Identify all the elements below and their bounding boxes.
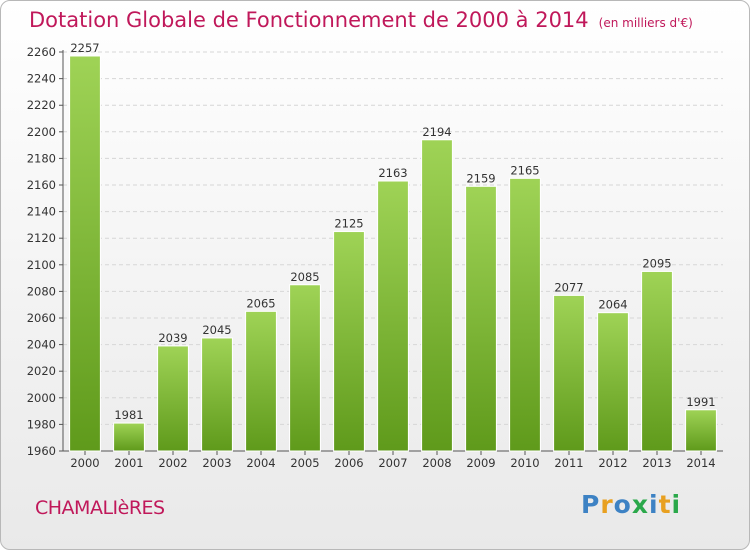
y-tick-label: 2180: [27, 151, 56, 165]
bar: [201, 337, 233, 452]
x-tick-label: 2010: [510, 456, 539, 470]
y-tick-label: 2140: [27, 205, 56, 219]
logo-letter: i: [649, 490, 659, 519]
bar: [553, 294, 585, 452]
y-tick-label: 2240: [27, 72, 56, 86]
y-tick-label: 2060: [27, 311, 56, 325]
x-tick-label: 2000: [70, 456, 99, 470]
logo-letter: P: [581, 490, 601, 519]
x-tick-label: 2008: [422, 456, 451, 470]
x-tick-label: 2011: [554, 456, 583, 470]
x-tick-label: 2007: [378, 456, 407, 470]
bar-value-label: 2257: [70, 41, 99, 55]
x-tick-label: 2012: [598, 456, 627, 470]
bar: [641, 270, 673, 452]
x-tick-label: 2004: [246, 456, 275, 470]
chart-title-block: Dotation Globale de Fonctionnement de 20…: [29, 8, 693, 32]
bar: [333, 231, 365, 452]
bar-value-label: 2163: [378, 166, 407, 180]
y-tick-label: 2200: [27, 125, 56, 139]
bar-value-label: 2165: [510, 163, 539, 177]
commune-name: CHAMALIèRES: [35, 497, 165, 519]
y-tick-label: 1960: [27, 444, 56, 458]
bar-value-label: 2064: [598, 298, 627, 312]
x-tick-label: 2003: [202, 456, 231, 470]
y-tick-label: 2000: [27, 391, 56, 405]
bar: [245, 310, 277, 452]
y-tick-label: 2040: [27, 338, 56, 352]
y-tick-label: 2020: [27, 364, 56, 378]
y-tick-label: 2100: [27, 258, 56, 272]
bar: [377, 180, 409, 452]
y-tick-label: 2120: [27, 231, 56, 245]
x-tick-label: 2005: [290, 456, 319, 470]
bar: [597, 312, 629, 452]
y-tick-label: 2160: [27, 178, 56, 192]
x-tick-label: 2013: [642, 456, 671, 470]
bar: [69, 55, 101, 452]
bar-value-label: 2095: [642, 256, 671, 270]
bar-value-label: 2159: [466, 171, 495, 185]
x-tick-label: 2006: [334, 456, 363, 470]
bar-value-label: 2194: [422, 125, 451, 139]
bar-value-label: 1981: [114, 408, 143, 422]
proxiti-logo: Proxiti: [581, 490, 681, 519]
logo-letter: x: [631, 490, 649, 519]
chart-title: Dotation Globale de Fonctionnement de 20…: [29, 8, 589, 32]
bars: 2257 1981 2039 2045 2065 2085 2125 2163 2194 2159…: [69, 41, 717, 452]
bar-value-label: 2065: [246, 296, 275, 310]
bar: [157, 345, 189, 452]
x-tick-label: 2002: [158, 456, 187, 470]
bar: [113, 422, 145, 452]
logo-letter: o: [613, 490, 632, 519]
bar-value-label: 2125: [334, 217, 363, 231]
bar: [289, 284, 321, 452]
bar: [509, 177, 541, 452]
bar-value-label: 1991: [686, 395, 715, 409]
bar-value-label: 2045: [202, 323, 231, 337]
x-tick-label: 2014: [686, 456, 715, 470]
logo-letter: i: [671, 490, 682, 519]
logo-letter: r: [600, 490, 614, 519]
bar-value-label: 2039: [158, 331, 187, 345]
chart-unit: (en milliers d'€): [598, 16, 693, 30]
y-tick-label: 1980: [27, 417, 56, 431]
bar: [421, 139, 453, 452]
y-tick-label: 2260: [27, 45, 56, 59]
bar-value-label: 2085: [290, 270, 319, 284]
x-tick-label: 2009: [466, 456, 495, 470]
bar: [685, 409, 717, 452]
y-tick-label: 2220: [27, 98, 56, 112]
bar-value-label: 2077: [554, 280, 583, 294]
x-tick-label: 2001: [114, 456, 143, 470]
y-axis-ticks: 1960 1980 2000 2020 2040 2060 2080 2100 2120 2140…: [27, 45, 63, 458]
logo-letter: t: [658, 490, 672, 519]
y-tick-label: 2080: [27, 284, 56, 298]
x-axis-ticks: 2000 2001 2002 2003 2004 2005 2006 2007 2008 2009…: [70, 451, 716, 470]
bar: [465, 185, 497, 452]
